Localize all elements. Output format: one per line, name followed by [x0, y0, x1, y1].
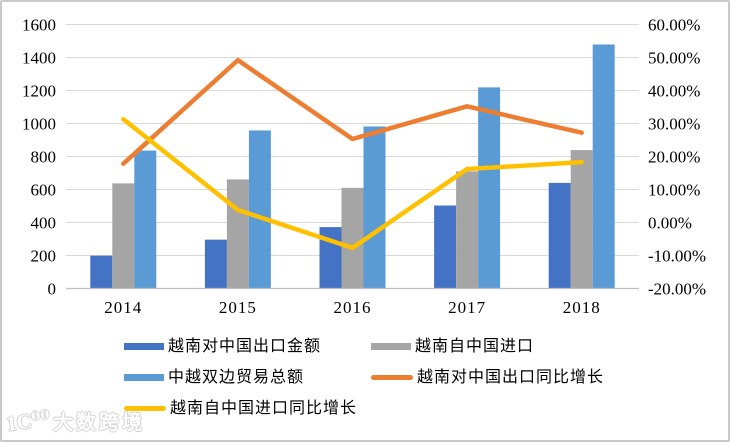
x-axis-label: 2015 [219, 298, 257, 317]
bar-中越双边贸易总额 [478, 87, 501, 289]
watermark: 1C⁰⁰ 大数跨境 [4, 405, 146, 436]
bar-越南自中国进口 [456, 171, 479, 289]
right-axis-tick: 40.00% [648, 81, 700, 100]
legend-swatch-import-growth [124, 406, 166, 411]
legend-label-import-amount: 越南自中国进口 [415, 337, 535, 355]
chart-legend: 越南对中国出口金额 越南自中国进口 中越双边贸易总额 越南对中国出口同比增长 越… [124, 331, 604, 424]
watermark-logo-icon: 1C⁰⁰ [4, 405, 52, 436]
bar-越南自中国进口 [112, 183, 135, 289]
right-axis-tick: 20.00% [648, 147, 700, 166]
bar-越南对中国出口金额 [204, 239, 227, 289]
bar-中越双边贸易总额 [134, 150, 157, 289]
left-axis-tick: 1400 [22, 48, 56, 67]
left-axis-tick: 200 [31, 246, 57, 265]
bar-越南对中国出口金额 [434, 205, 457, 289]
legend-swatch-total-trade [124, 374, 164, 381]
x-axis-label: 2016 [334, 298, 372, 317]
bar-中越双边贸易总额 [592, 44, 615, 289]
x-axis-label: 2014 [104, 298, 142, 317]
left-axis-tick: 1000 [22, 114, 56, 133]
bar-越南对中国出口金额 [90, 255, 113, 289]
left-axis-tick: 800 [31, 147, 57, 166]
legend-label-export-growth: 越南对中国出口同比增长 [417, 368, 605, 386]
line-越南自中国进口同比增长 [121, 116, 584, 251]
right-axis-tick: 30.00% [648, 114, 700, 133]
left-axis-tick: 1600 [22, 15, 56, 34]
legend-swatch-export-growth [371, 375, 413, 380]
legend-label-total-trade: 中越双边贸易总额 [168, 368, 305, 386]
bar-中越双边贸易总额 [363, 126, 386, 289]
combo-chart-plot: 0 200 400 600 800 1000 1200 1400 1600 -20.00% -10.… [22, 15, 706, 317]
right-axis-tick: 50.00% [648, 48, 700, 67]
left-axis-tick: 400 [31, 213, 57, 232]
legend-item-import-growth: 越南自中国进口同比增长 [124, 399, 371, 417]
legend-item-export-amount: 越南对中国出口金额 [124, 337, 371, 355]
right-axis-tick: -20.00% [648, 279, 706, 298]
left-axis-tick: 0 [48, 279, 57, 298]
x-axis-label: 2018 [563, 298, 601, 317]
legend-label-export-amount: 越南对中国出口金额 [168, 337, 322, 355]
right-axis-tick: 10.00% [648, 180, 700, 199]
legend-swatch-export-amount [124, 343, 164, 350]
legend-item-import-amount: 越南自中国进口 [371, 337, 604, 355]
bar-越南自中国进口 [570, 150, 593, 289]
left-axis-tick: 600 [31, 180, 57, 199]
legend-item-export-growth: 越南对中国出口同比增长 [371, 368, 605, 386]
watermark-brand-text: 大数跨境 [53, 412, 146, 434]
bar-越南自中国进口 [341, 187, 364, 289]
right-axis-tick: 0.00% [648, 213, 692, 232]
bar-越南对中国出口金额 [548, 182, 571, 289]
line-越南对中国出口同比增长 [121, 57, 584, 167]
right-axis-tick: -10.00% [648, 246, 706, 265]
legend-swatch-import-amount [371, 343, 411, 350]
left-axis-tick: 1200 [22, 81, 56, 100]
bar-越南自中国进口 [226, 179, 249, 289]
x-axis-label: 2017 [448, 298, 486, 317]
legend-item-total-trade: 中越双边贸易总额 [124, 368, 371, 386]
legend-label-import-growth: 越南自中国进口同比增长 [170, 399, 358, 417]
right-axis-tick: 60.00% [648, 15, 700, 34]
bar-中越双边贸易总额 [248, 130, 271, 289]
